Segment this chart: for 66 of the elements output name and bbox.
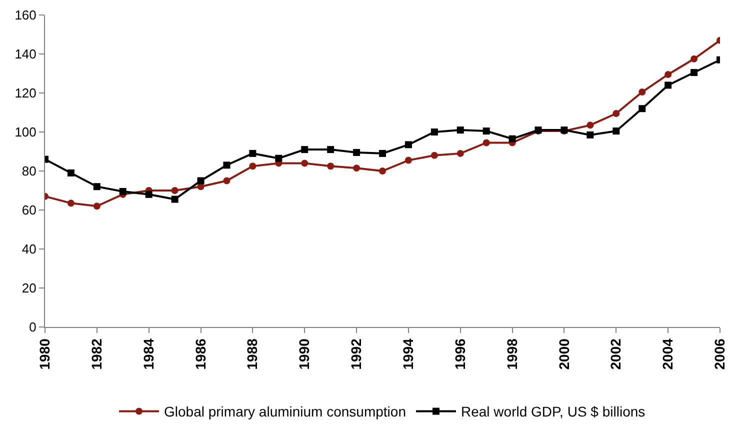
x-tick-label: 1996 <box>452 338 468 370</box>
x-tick-label: 1986 <box>192 338 208 370</box>
point <box>249 162 256 170</box>
point <box>456 126 464 134</box>
point <box>638 105 646 112</box>
point <box>456 150 464 157</box>
point <box>171 187 178 194</box>
y-tick-label: 100 <box>14 124 36 140</box>
point <box>171 196 178 203</box>
point <box>664 70 672 78</box>
point <box>197 177 204 184</box>
legend-label: Global primary aluminium consumption <box>164 404 406 420</box>
point <box>482 139 490 146</box>
x-tick-label: 1984 <box>140 338 156 370</box>
x-tick-label: 2006 <box>712 338 728 370</box>
y-tick-label: 140 <box>14 46 36 62</box>
x-tick-label: 1982 <box>88 338 104 370</box>
point <box>404 141 412 148</box>
x-tick-label: 2002 <box>608 338 624 370</box>
point <box>327 146 334 154</box>
point <box>275 154 282 162</box>
point <box>612 110 620 117</box>
y-tick-label: 0 <box>29 320 36 335</box>
point <box>690 55 698 62</box>
point <box>404 156 412 164</box>
point <box>145 190 152 198</box>
point <box>301 146 308 154</box>
x-tick-label: 1980 <box>36 338 53 370</box>
point <box>119 188 126 195</box>
point <box>664 82 672 89</box>
x-tick-label: 2000 <box>556 338 572 370</box>
point <box>430 152 438 159</box>
point <box>638 88 646 96</box>
point <box>353 148 360 156</box>
point <box>353 164 360 172</box>
point <box>249 150 256 157</box>
y-tick-label: 160 <box>14 8 36 23</box>
point <box>67 169 74 176</box>
point <box>430 128 438 136</box>
point <box>508 135 516 142</box>
y-tick-label: 20 <box>22 280 36 296</box>
x-tick-label: 1994 <box>400 338 416 370</box>
x-tick-label: 1990 <box>296 338 312 370</box>
point <box>612 128 620 135</box>
point <box>223 162 230 169</box>
point <box>327 162 334 170</box>
legend-label: Real world GDP, US $ billions <box>461 404 646 420</box>
point <box>223 177 230 184</box>
point <box>93 183 100 190</box>
point <box>690 69 698 76</box>
x-tick-label: 1992 <box>348 338 364 370</box>
point <box>379 150 386 157</box>
point <box>93 202 100 210</box>
y-tick-label: 40 <box>22 242 36 257</box>
x-tick-label: 2004 <box>660 338 676 370</box>
x-tick-label: 1998 <box>504 338 520 370</box>
y-tick-label: 60 <box>22 202 36 218</box>
y-tick-label: 120 <box>14 86 36 101</box>
y-tick-label: 80 <box>22 164 36 179</box>
point <box>586 131 594 138</box>
point <box>586 122 594 129</box>
point <box>482 128 490 135</box>
x-tick-label: 1988 <box>244 338 260 370</box>
point <box>301 160 308 167</box>
point <box>379 168 386 174</box>
point <box>67 200 74 207</box>
